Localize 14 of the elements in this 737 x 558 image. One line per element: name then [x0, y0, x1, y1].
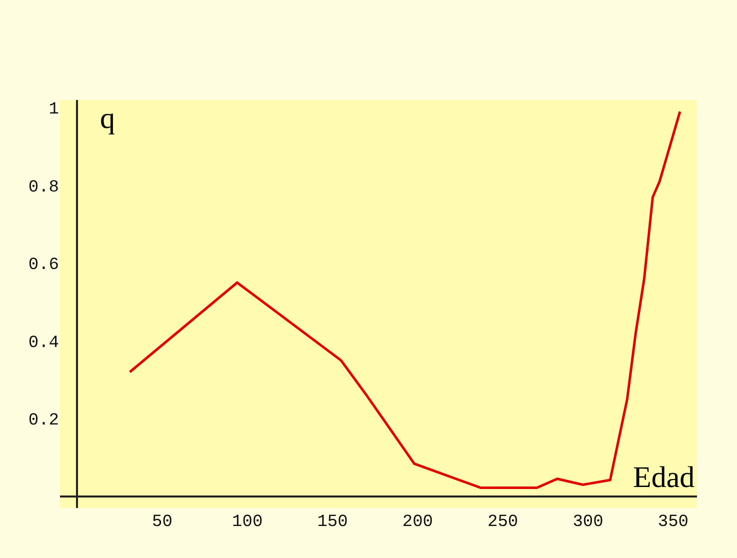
x-tick-label: 100	[232, 513, 263, 532]
y-axis-title: q	[100, 102, 115, 135]
y-tick-label: 0.4	[28, 334, 59, 353]
y-tick-label: 0.6	[28, 256, 59, 276]
y-tick-label: 0.2	[28, 412, 59, 431]
x-tick-label: 350	[658, 513, 688, 532]
x-tick-label: 50	[152, 513, 172, 532]
x-tick-label: 200	[402, 513, 433, 532]
x-tick-label: 150	[317, 513, 348, 532]
y-tick-label: 1	[48, 100, 59, 120]
y-tick-label: 0.8	[28, 178, 59, 198]
x-axis-title: Edad	[633, 461, 695, 494]
x-tick-label: 300	[572, 513, 604, 532]
x-tick-label: 250	[488, 513, 518, 532]
